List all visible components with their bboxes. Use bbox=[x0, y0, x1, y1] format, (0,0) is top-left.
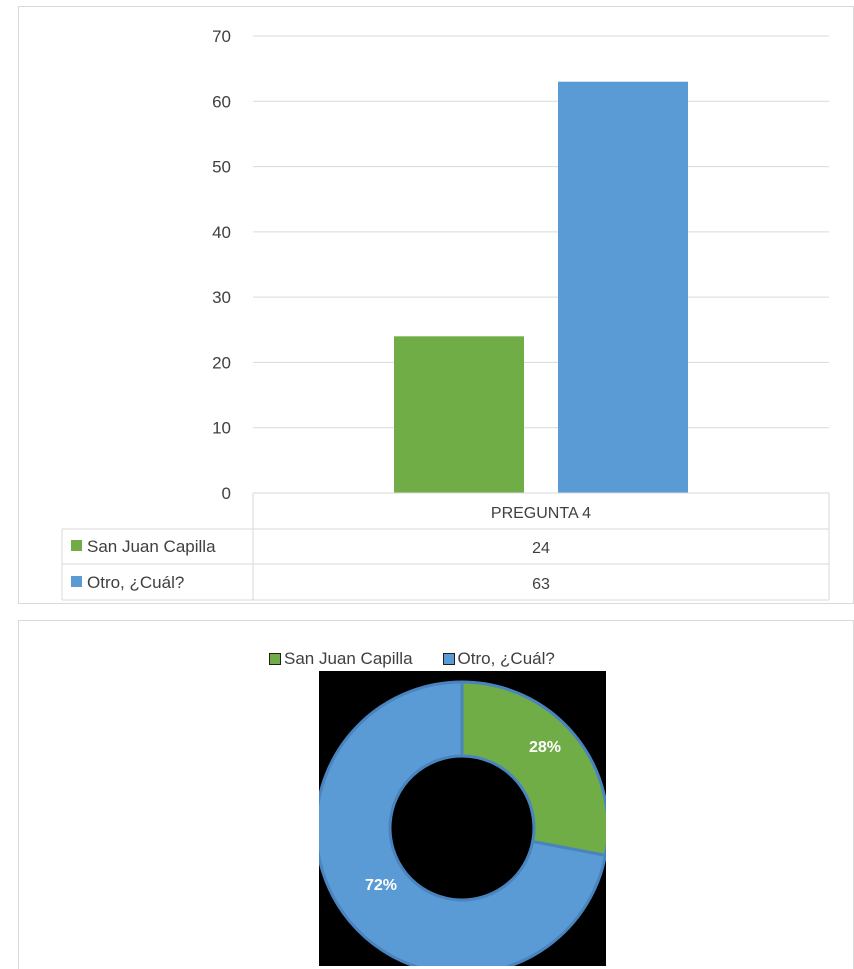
slice-label-san-juan: 28% bbox=[529, 739, 561, 756]
table-row-value: 63 bbox=[532, 576, 550, 593]
slice-label-otro: 72% bbox=[365, 877, 397, 894]
gridlines bbox=[253, 35, 829, 429]
y-tick-label: 30 bbox=[212, 288, 231, 307]
table-row-label: Otro, ¿Cuál? bbox=[87, 573, 184, 592]
table-row-label: San Juan Capilla bbox=[87, 537, 216, 556]
y-tick-label: 0 bbox=[222, 484, 231, 503]
bar-chart: 0 10 20 30 40 50 60 70 PREGUNTA 4 San Juan Capi… bbox=[61, 27, 830, 601]
y-tick-label: 10 bbox=[212, 419, 231, 438]
bar-chart-panel: 0 10 20 30 40 50 60 70 PREGUNTA 4 San Juan Capi… bbox=[18, 6, 854, 604]
legend-item-san-juan: San Juan Capilla bbox=[269, 649, 413, 669]
donut-legend: San Juan Capilla Otro, ¿Cuál? bbox=[269, 649, 555, 669]
table-swatch-san-juan bbox=[71, 540, 82, 551]
y-tick-label: 20 bbox=[212, 353, 231, 372]
table-swatch-otro bbox=[71, 576, 82, 587]
bar-otro-cu-l bbox=[558, 81, 688, 493]
donut-chart-panel: San Juan Capilla Otro, ¿Cuál? 28% 72% bbox=[18, 620, 854, 969]
y-tick-label: 40 bbox=[212, 223, 231, 242]
legend-swatch-otro bbox=[442, 653, 455, 665]
donut-slice-otro-cu-l bbox=[319, 680, 606, 966]
y-axis-ticks: 0 10 20 30 40 50 60 70 bbox=[212, 27, 231, 503]
y-tick-label: 70 bbox=[212, 27, 231, 46]
legend-item-otro: Otro, ¿Cuál? bbox=[442, 649, 555, 669]
bar-san-juan-capilla bbox=[394, 336, 524, 493]
legend-label: San Juan Capilla bbox=[284, 649, 413, 668]
data-table: PREGUNTA 4 San Juan Capilla 24 Otro, ¿Cu… bbox=[61, 492, 830, 601]
bars bbox=[394, 81, 688, 493]
legend-label: Otro, ¿Cuál? bbox=[457, 649, 555, 668]
donut-slices bbox=[319, 680, 606, 966]
donut-slice-san-juan-capilla bbox=[460, 680, 606, 857]
table-row-value: 24 bbox=[532, 540, 550, 557]
legend-swatch-san-juan bbox=[269, 653, 281, 665]
y-tick-label: 60 bbox=[212, 92, 231, 111]
category-label: PREGUNTA 4 bbox=[491, 505, 591, 522]
donut-chart: 28% 72% bbox=[319, 671, 606, 966]
y-tick-label: 50 bbox=[212, 158, 231, 177]
